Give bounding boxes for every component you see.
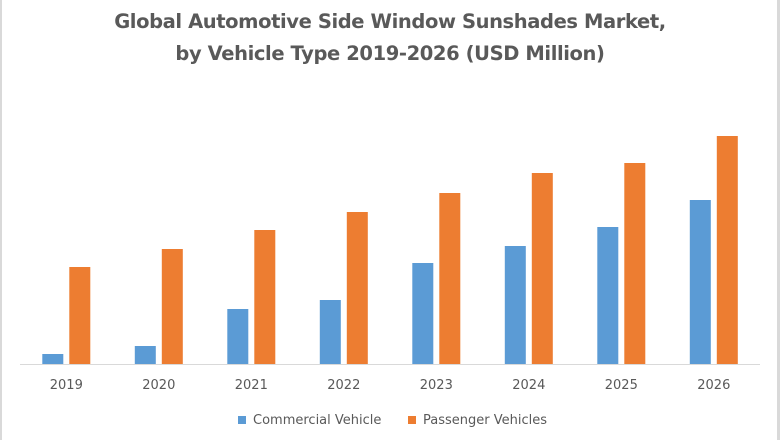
bar-passenger-vehicles-2021 [254,230,276,364]
legend-label-commercial-vehicle: Commercial Vehicle [253,412,382,428]
bar-passenger-vehicles-2023 [439,193,461,364]
x-tick-label-2022: 2022 [327,378,360,393]
bar-commercial-vehicle-2022 [319,300,341,364]
legend-item-passenger-vehicles[interactable]: Passenger Vehicles [408,410,547,430]
bar-commercial-vehicle-2023 [412,263,434,364]
chart-title-line-2: by Vehicle Type 2019-2026 (USD Million) [175,42,605,65]
x-tick-label-2021: 2021 [235,378,268,393]
bar-passenger-vehicles-2025 [624,163,646,364]
bar-passenger-vehicles-2019 [69,267,91,364]
bar-commercial-vehicle-2026 [689,200,711,364]
x-tick-labels: 2019 2020 2021 2022 2023 2024 2025 2026 [50,378,731,393]
legend: Commercial Vehicle Passenger Vehicles [0,410,780,430]
bar-commercial-vehicle-2019 [42,354,64,364]
bar-commercial-vehicle-2020 [134,346,156,364]
bar-passenger-vehicles-2022 [346,212,368,364]
x-tick-label-2026: 2026 [697,378,730,393]
bar-passenger-vehicles-2020 [161,249,183,364]
x-tick-label-2025: 2025 [605,378,638,393]
x-tick-label-2024: 2024 [512,378,545,393]
bars-group [42,136,738,364]
bar-passenger-vehicles-2026 [716,136,738,364]
x-tick-label-2019: 2019 [50,378,83,393]
legend-swatch-passenger-vehicles [408,416,416,424]
bar-commercial-vehicle-2024 [504,246,526,364]
bar-commercial-vehicle-2021 [227,309,249,364]
legend-item-commercial-vehicle[interactable]: Commercial Vehicle [238,410,381,430]
chart-title-line-1: Global Automotive Side Window Sunshades … [114,10,666,33]
legend-label-passenger-vehicles: Passenger Vehicles [423,412,547,428]
x-tick-label-2023: 2023 [420,378,453,393]
bar-passenger-vehicles-2024 [531,173,553,364]
x-tick-label-2020: 2020 [142,378,175,393]
bar-commercial-vehicle-2025 [597,227,619,364]
legend-swatch-commercial-vehicle [238,416,246,424]
